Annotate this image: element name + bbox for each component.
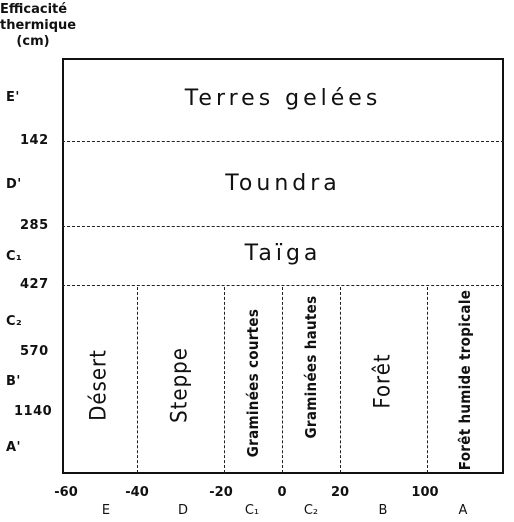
boundary-x-minus20 <box>224 287 225 473</box>
y-label-1140: 1140 <box>14 404 53 419</box>
y-label-e-prime: E' <box>6 90 20 105</box>
x-zone-e: E <box>101 503 111 518</box>
zone-foret: Forêt <box>370 353 396 409</box>
x-tick-minus60: -60 <box>54 485 78 500</box>
chart-frame <box>62 58 504 474</box>
zone-toundra: Toundra <box>225 171 341 196</box>
y-label-a-prime: A' <box>6 440 22 455</box>
boundary-285 <box>62 226 504 227</box>
x-tick-0: 0 <box>277 485 287 500</box>
x-zone-c1: C₁ <box>244 503 260 518</box>
zone-terres-gelees: Terres gelées <box>184 86 382 111</box>
x-zone-a: A <box>458 503 468 518</box>
boundary-x-0 <box>282 287 283 473</box>
zone-graminees-courtes: Graminées courtes <box>244 308 262 458</box>
y-label-285: 285 <box>20 218 49 233</box>
y-label-142: 142 <box>20 133 49 148</box>
zone-steppe: Steppe <box>167 347 193 423</box>
boundary-x-20 <box>340 287 341 473</box>
y-label-570: 570 <box>20 344 49 359</box>
y-label-b-prime: B' <box>6 374 21 389</box>
zone-graminees-hautes: Graminées hautes <box>302 295 320 439</box>
x-tick-100: 100 <box>411 485 439 500</box>
y-label-c2: C₂ <box>6 314 23 329</box>
y-label-c1: C₁ <box>6 249 23 264</box>
boundary-x-minus40 <box>137 287 138 473</box>
zone-taiga: Taïga <box>244 241 322 266</box>
y-label-427: 427 <box>20 277 49 292</box>
x-zone-c2: C₂ <box>303 503 319 518</box>
boundary-142 <box>62 141 504 142</box>
boundary-x-100 <box>427 287 428 473</box>
boundary-427 <box>62 285 504 286</box>
y-axis-title-line2: thermique <box>0 18 77 33</box>
y-axis-title-line3: (cm) <box>16 34 50 49</box>
x-zone-d: D <box>177 503 188 518</box>
x-zone-b: B <box>378 503 388 518</box>
y-axis-title: Efficacité thermique (cm) <box>0 2 77 50</box>
zone-desert: Désert <box>86 349 112 421</box>
y-axis-title-line1: Efficacité <box>0 2 68 17</box>
x-tick-minus40: -40 <box>125 485 149 500</box>
zone-foret-humide-tropicale: Forêt humide tropicale <box>456 289 474 471</box>
y-label-d-prime: D' <box>6 177 22 192</box>
x-tick-minus20: -20 <box>209 485 233 500</box>
x-tick-20: 20 <box>330 485 350 500</box>
